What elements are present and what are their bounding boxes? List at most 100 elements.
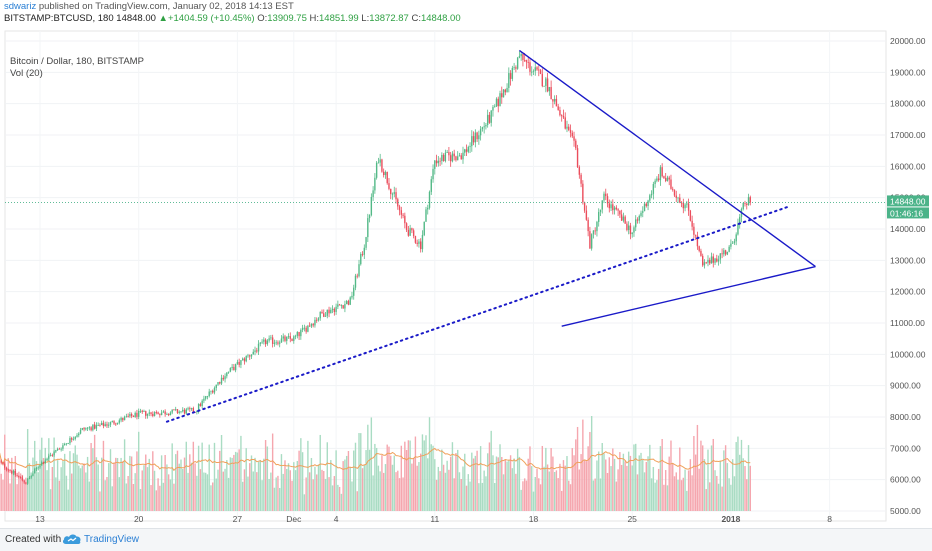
volume-bar xyxy=(270,473,271,511)
volume-bar xyxy=(646,462,647,511)
volume-bar xyxy=(471,453,472,511)
volume-bar xyxy=(268,479,269,511)
author-link[interactable]: sdwariz xyxy=(4,1,36,12)
tradingview-cloud-icon[interactable] xyxy=(62,532,82,546)
volume-bar xyxy=(565,466,566,511)
candle-body xyxy=(43,462,44,463)
volume-bar xyxy=(80,468,81,511)
volume-bar xyxy=(177,451,178,511)
volume-bar xyxy=(690,459,691,511)
volume-bar xyxy=(741,440,742,511)
candle-body xyxy=(545,78,546,85)
candle-body xyxy=(448,152,449,155)
volume-bar xyxy=(11,458,12,511)
chart-canvas[interactable]: 20000.0019000.0018000.0017000.0016000.00… xyxy=(0,26,932,526)
candle-body xyxy=(210,391,211,392)
volume-bar xyxy=(48,438,49,511)
volume-bar xyxy=(658,469,659,511)
volume-bar xyxy=(106,477,107,511)
volume-bar xyxy=(214,443,215,511)
price-tick-label: 9000.00 xyxy=(890,381,921,391)
volume-bar xyxy=(156,490,157,511)
low-value: 13872.87 xyxy=(369,13,409,24)
candle-body xyxy=(369,215,370,218)
candle-body xyxy=(748,197,749,205)
volume-bar xyxy=(635,444,636,511)
volume-bar xyxy=(584,460,585,511)
candle-body xyxy=(524,60,525,61)
candle-body xyxy=(337,304,338,306)
candle-body xyxy=(677,198,678,199)
volume-bar xyxy=(323,471,324,511)
volume-bar xyxy=(136,451,137,511)
volume-bar xyxy=(656,480,657,511)
candle-body xyxy=(307,326,308,332)
high-value: 14851.99 xyxy=(319,13,359,24)
created-with-label: Created with xyxy=(5,534,61,545)
candle-body xyxy=(746,204,747,205)
last-price-tag-label: 14848.00 xyxy=(890,196,926,206)
candle-body xyxy=(478,135,479,139)
volume-bar xyxy=(711,445,712,511)
candle-body xyxy=(672,189,673,190)
volume-bar xyxy=(279,488,280,511)
candle-body xyxy=(639,216,640,221)
volume-bar xyxy=(392,465,393,511)
volume-bar xyxy=(321,470,322,511)
volume-bar xyxy=(602,443,603,511)
volume-bar xyxy=(397,471,398,511)
volume-bar xyxy=(157,478,158,511)
candle-body xyxy=(300,330,301,336)
volume-bar xyxy=(626,466,627,511)
candle-body xyxy=(552,99,553,101)
candle-body xyxy=(179,412,180,413)
change-value: +1404.59 (+10.45%) xyxy=(168,13,255,24)
candle-body xyxy=(90,427,91,430)
volume-bar xyxy=(163,483,164,511)
volume-bar xyxy=(134,473,135,511)
candle-body xyxy=(667,178,668,181)
volume-bar xyxy=(639,455,640,511)
volume-bar xyxy=(556,470,557,511)
volume-bar xyxy=(473,458,474,511)
candle-body xyxy=(644,204,645,211)
volume-bar xyxy=(46,470,47,511)
volume-bar xyxy=(461,479,462,511)
volume-bar xyxy=(732,459,733,511)
candle-body xyxy=(570,130,571,133)
candle-body xyxy=(290,336,291,339)
volume-bar xyxy=(300,438,301,511)
volume-bar xyxy=(53,438,54,511)
volume-bar xyxy=(621,465,622,511)
volume-indicator-label[interactable]: Vol (20) xyxy=(10,68,144,80)
candle-body xyxy=(85,428,86,429)
volume-bar xyxy=(140,489,141,511)
volume-bar xyxy=(97,465,98,511)
price-tick-label: 17000.00 xyxy=(890,130,926,140)
candle-body xyxy=(653,184,654,194)
volume-bar xyxy=(224,469,225,511)
candle-body xyxy=(471,136,472,146)
volume-bar xyxy=(92,448,93,511)
candle-body xyxy=(594,230,595,231)
candle-body xyxy=(15,471,16,475)
volume-bar xyxy=(305,477,306,511)
price-axis[interactable]: 20000.0019000.0018000.0017000.0016000.00… xyxy=(887,36,929,516)
volume-bar xyxy=(390,456,391,511)
volume-bar xyxy=(360,433,361,511)
candle-body xyxy=(59,449,60,450)
volume-bar xyxy=(538,478,539,511)
volume-bar xyxy=(482,483,483,511)
volume-bar xyxy=(71,474,72,511)
price-tick-label: 13000.00 xyxy=(890,255,926,265)
candle-body xyxy=(725,250,726,254)
volume-bar xyxy=(653,467,654,511)
candle-body xyxy=(721,253,722,254)
candle-body xyxy=(379,159,380,162)
volume-bar xyxy=(383,473,384,511)
volume-bar xyxy=(404,442,405,511)
tradingview-brand[interactable]: TradingView xyxy=(84,534,139,545)
candle-body xyxy=(13,471,14,473)
candle-body xyxy=(371,197,372,215)
